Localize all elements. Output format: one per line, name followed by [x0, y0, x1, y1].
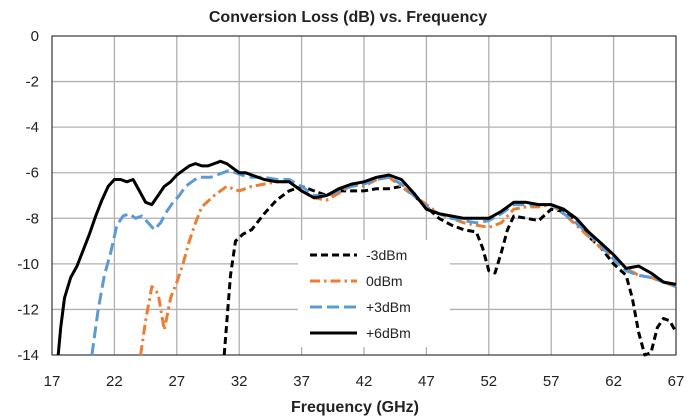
legend-entry-label: +6dBm — [366, 325, 411, 341]
y-tick-label: -14 — [17, 347, 39, 364]
series-line-0dBm — [139, 175, 677, 356]
legend-entry-label: +3dBm — [366, 299, 411, 315]
series-lines — [56, 159, 678, 357]
chart-title: Conversion Loss (dB) vs. Frequency — [209, 9, 487, 26]
x-tick-label: 17 — [44, 373, 61, 390]
x-tick-label: 47 — [418, 373, 435, 390]
series-line-3dBm — [222, 184, 678, 357]
y-tick-label: -6 — [26, 165, 39, 182]
y-tick-label: -12 — [17, 301, 39, 318]
x-tick-label: 67 — [668, 373, 685, 390]
y-tick-label: 0 — [31, 28, 39, 45]
x-tick-label: 62 — [605, 373, 622, 390]
x-tick-label: 27 — [168, 373, 185, 390]
legend-box — [298, 240, 450, 347]
y-axis-ticks: 0 -2 -4 -6 -8 -10 -12 -14 — [17, 28, 39, 364]
series-line-6dBm — [56, 159, 677, 356]
x-tick-label: 22 — [106, 373, 123, 390]
x-tick-label: 32 — [231, 373, 248, 390]
y-tick-label: -10 — [17, 256, 39, 273]
x-axis-ticks: 17 22 27 32 37 42 47 52 57 62 67 — [44, 373, 685, 390]
x-tick-label: 52 — [480, 373, 497, 390]
legend-entry-label: 0dBm — [366, 273, 403, 289]
x-tick-label: 42 — [356, 373, 373, 390]
y-tick-label: -8 — [26, 210, 39, 227]
x-tick-label: 57 — [543, 373, 560, 390]
plot-area-border — [51, 35, 677, 356]
y-tick-label: -4 — [26, 119, 39, 136]
y-tick-label: -2 — [26, 74, 39, 91]
x-tick-label: 37 — [293, 373, 310, 390]
legend: -3dBm 0dBm +3dBm +6dBm — [298, 240, 450, 347]
legend-entry-label: -3dBm — [366, 247, 407, 263]
x-axis-label: Frequency (GHz) — [291, 399, 419, 416]
